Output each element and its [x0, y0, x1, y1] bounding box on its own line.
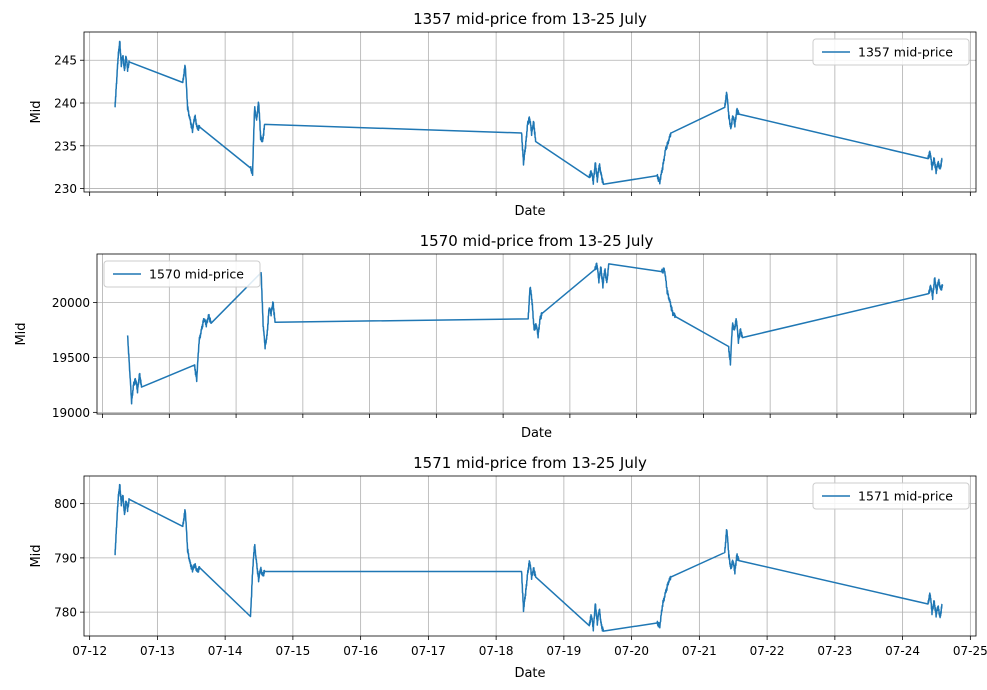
x-tick-label: 07-14	[208, 644, 243, 658]
axes-frame	[96, 253, 977, 415]
x-tick-label: 07-22	[750, 644, 785, 658]
legend-box	[103, 260, 261, 288]
y-axis-label: Mid	[29, 544, 44, 567]
x-tick-label: 07-13	[140, 644, 175, 658]
y-axis-label: Mid	[14, 322, 29, 345]
axes-frame	[83, 31, 977, 193]
y-axis-label: Mid	[29, 100, 44, 123]
subplot-2: 19000 19500 20000 1570 mid-price from 13-25…	[14, 232, 977, 441]
y-tick-label: 235	[54, 139, 77, 153]
legend: 1570 mid-price	[103, 260, 261, 288]
y-tick-label: 19000	[52, 406, 90, 420]
series-line	[126, 262, 944, 405]
y-tick-label: 20000	[52, 296, 90, 310]
x-tick-label: 07-18	[479, 644, 514, 658]
x-tick-label: 07-23	[817, 644, 852, 658]
x-tick-label: 07-24	[885, 644, 920, 658]
x-tick-label: 07-15	[275, 644, 310, 658]
legend-label: 1570 mid-price	[149, 267, 244, 282]
chart-title: 1571 mid-price from 13-25 July	[413, 454, 647, 472]
legend: 1357 mid-price	[812, 38, 970, 66]
legend-box	[812, 482, 970, 510]
x-tick-label: 07-25	[953, 644, 987, 658]
subplot-3: 07-12 07-13 07-14 07-15 07-16 07-17 07-18 07-19…	[29, 454, 987, 681]
chart-title: 1570 mid-price from 13-25 July	[420, 232, 654, 250]
y-tick-label: 245	[54, 54, 77, 68]
legend-box	[812, 38, 970, 66]
y-tick-label: 780	[54, 606, 77, 620]
y-tick-label: 240	[54, 97, 77, 111]
axes-frame	[83, 475, 977, 637]
y-tick-label: 230	[54, 182, 77, 196]
x-axis-label: Date	[514, 666, 545, 681]
x-tick-label: 07-17	[411, 644, 446, 658]
x-tick-label: 07-16	[343, 644, 378, 658]
legend-label: 1357 mid-price	[858, 45, 953, 60]
legend: 1571 mid-price	[812, 482, 970, 510]
grid	[97, 254, 976, 414]
x-tick-label: 07-19	[546, 644, 581, 658]
y-tick-label: 790	[54, 551, 77, 565]
legend-label: 1571 mid-price	[858, 489, 953, 504]
subplot-1: 230 235 240 245 1357 mid-price from 13-25 Ju…	[29, 10, 977, 219]
chart-title: 1357 mid-price from 13-25 July	[413, 10, 647, 28]
x-tick-label: 07-20	[614, 644, 649, 658]
y-tick-label: 19500	[52, 351, 90, 365]
series-line	[114, 483, 943, 632]
x-axis-label: Date	[521, 426, 552, 441]
x-tick-label: 07-12	[72, 644, 107, 658]
y-tick-label: 800	[54, 497, 77, 511]
series-line	[114, 40, 943, 186]
x-axis-label: Date	[514, 204, 545, 219]
x-tick-label: 07-21	[682, 644, 717, 658]
